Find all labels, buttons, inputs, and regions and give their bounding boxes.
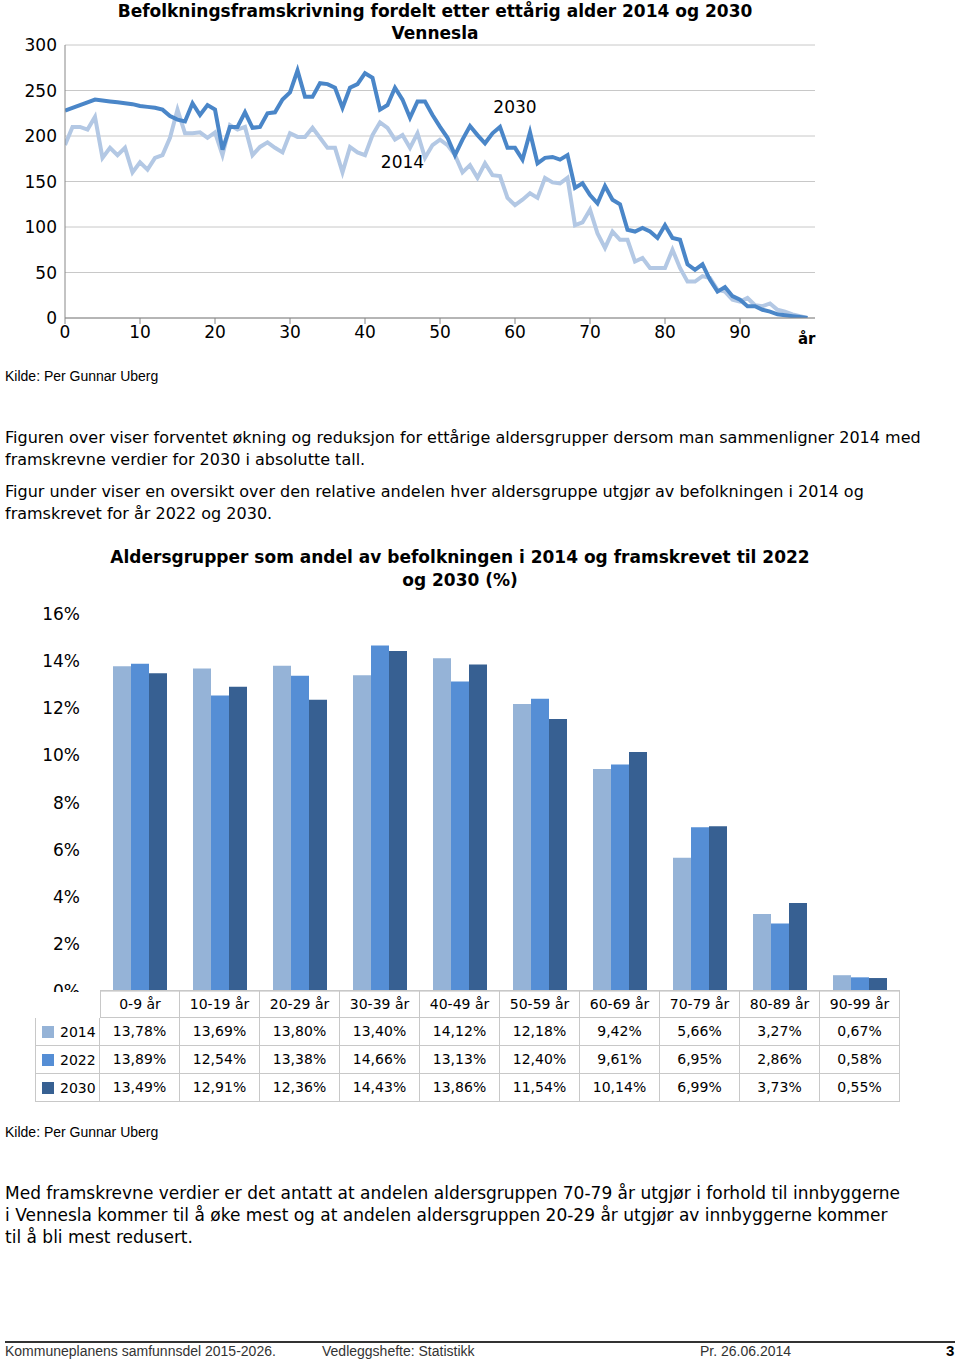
svg-text:14%: 14% (42, 651, 80, 671)
html-text:2,86%: 2,86% (757, 1051, 802, 1067)
html-text:6,95%: 6,95% (677, 1051, 722, 1067)
svg-text:12%: 12% (42, 698, 80, 718)
html-text:13,69%: 13,69% (192, 1023, 247, 1039)
html-text:år: år (798, 330, 816, 348)
html-text:10,14%: 10,14% (592, 1079, 647, 1095)
svg-text:0: 0 (46, 308, 57, 328)
svg-text:4%: 4% (53, 887, 80, 907)
svg-text:30: 30 (279, 322, 301, 342)
html-text:0,67%: 0,67% (837, 1023, 882, 1039)
html-text:90-99 år: 90-99 år (829, 996, 890, 1012)
html-text:13,38%: 13,38% (272, 1051, 327, 1067)
html-text:9,42%: 9,42% (597, 1023, 642, 1039)
html-text:Kommuneplanens samfunnsdel 201: Kommuneplanens samfunnsdel 2015-2026. (5, 1343, 276, 1359)
html-text:70-79 år: 70-79 år (669, 996, 730, 1012)
svg-text:50: 50 (35, 263, 57, 283)
html-text:14,66%: 14,66% (352, 1051, 407, 1067)
svg-text:60: 60 (504, 322, 526, 342)
html-text:0,58%: 0,58% (837, 1051, 882, 1067)
html-text:14,43%: 14,43% (352, 1079, 407, 1095)
html-text:Kilde: Per Gunnar Uberg: Kilde: Per Gunnar Uberg (5, 368, 159, 384)
html-text:13,80%: 13,80% (272, 1023, 327, 1039)
html-text:13,40%: 13,40% (352, 1023, 407, 1039)
html-text:12,91%: 12,91% (192, 1079, 247, 1095)
svg-text:90: 90 (729, 322, 751, 342)
html-text:12,40%: 12,40% (512, 1051, 567, 1067)
svg-text:8%: 8% (53, 793, 80, 813)
html-text:5,66%: 5,66% (677, 1023, 722, 1039)
html-text:Figuren over viser forventet ø: Figuren over viser forventet økning og r… (5, 428, 921, 469)
svg-text:6%: 6% (53, 840, 80, 860)
html-text:6,99%: 6,99% (677, 1079, 722, 1095)
html-text:0-9 år: 0-9 år (119, 996, 161, 1012)
svg-text:10%: 10% (42, 745, 80, 765)
svg-text:300: 300 (25, 35, 57, 55)
html-text:Med framskrevne verdier er det: Med framskrevne verdier er det antatt at… (5, 1183, 901, 1247)
html-text:60-69 år: 60-69 år (589, 996, 650, 1012)
html-text:3: 3 (946, 1342, 955, 1359)
html-text:9,61%: 9,61% (597, 1051, 642, 1067)
svg-text:250: 250 (25, 81, 57, 101)
html-text:12,54%: 12,54% (192, 1051, 247, 1067)
svg-text:10: 10 (129, 322, 151, 342)
html-text:10-19 år: 10-19 år (189, 996, 250, 1012)
svg-text:80: 80 (654, 322, 676, 342)
html-text:2014: 2014 (60, 1023, 96, 1040)
html-text:40-49 år: 40-49 år (429, 996, 490, 1012)
html-text:30-39 år: 30-39 år (349, 996, 410, 1012)
svg-text:70: 70 (579, 322, 601, 342)
html-text:3,27%: 3,27% (757, 1023, 802, 1039)
html-text:14,12%: 14,12% (432, 1023, 487, 1039)
html-text:Kilde: Per Gunnar Uberg: Kilde: Per Gunnar Uberg (5, 1124, 159, 1140)
html-text:13,78%: 13,78% (112, 1023, 167, 1039)
svg-text:50: 50 (429, 322, 451, 342)
svg-text:20: 20 (204, 322, 226, 342)
svg-text:2030: 2030 (493, 97, 536, 117)
svg-text:0: 0 (60, 322, 71, 342)
html-text:Pr. 26.06.2014: Pr. 26.06.2014 (700, 1343, 792, 1359)
svg-text:40: 40 (354, 322, 376, 342)
svg-text:150: 150 (25, 172, 57, 192)
html-text:Befolkningsframskrivning forde: Befolkningsframskrivning fordelt etter e… (117, 1, 753, 43)
svg-text:2%: 2% (53, 934, 80, 954)
html-text:13,13%: 13,13% (432, 1051, 487, 1067)
html-text:2022: 2022 (60, 1051, 96, 1068)
svg-text:2014: 2014 (381, 152, 424, 172)
svg-text:100: 100 (25, 217, 57, 237)
html-text:50-59 år: 50-59 år (509, 996, 570, 1012)
html-text:20-29 år: 20-29 år (269, 996, 330, 1012)
svg-text:16%: 16% (42, 604, 80, 624)
html-text:Aldersgrupper som andel av bef: Aldersgrupper som andel av befolkningen … (110, 547, 810, 590)
html-text:Vedleggshefte: Statistikk: Vedleggshefte: Statistikk (322, 1343, 475, 1359)
svg-text:200: 200 (25, 126, 57, 146)
html-text:13,49%: 13,49% (112, 1079, 167, 1095)
svg-text:0%: 0% (53, 981, 80, 992)
html-text:12,18%: 12,18% (512, 1023, 567, 1039)
html-text:12,36%: 12,36% (272, 1079, 327, 1095)
html-text:Figur under viser en oversikt: Figur under viser en oversikt over den r… (5, 482, 864, 523)
html-text:0,55%: 0,55% (837, 1079, 882, 1095)
html-text:13,86%: 13,86% (432, 1079, 487, 1095)
html-text:80-89 år: 80-89 år (749, 996, 810, 1012)
html-text:2030: 2030 (60, 1079, 96, 1096)
html-text:3,73%: 3,73% (757, 1079, 802, 1095)
html-text:11,54%: 11,54% (512, 1079, 567, 1095)
html-text:13,89%: 13,89% (112, 1051, 167, 1067)
